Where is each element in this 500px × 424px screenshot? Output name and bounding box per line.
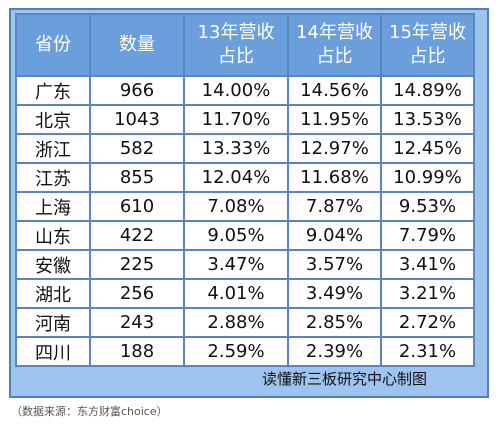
cell-2014-share: 2.39% bbox=[287, 336, 382, 367]
table-row: 江苏 855 12.04% 11.68% 10.99% bbox=[15, 162, 475, 193]
cell-2013-share: 2.88% bbox=[183, 307, 289, 338]
cell-2014-share: 12.97% bbox=[287, 133, 382, 164]
cell-province: 江苏 bbox=[15, 162, 91, 193]
cell-2013-share: 3.47% bbox=[183, 249, 289, 280]
cell-2013-share: 9.05% bbox=[183, 220, 289, 251]
table-frame: 省份 数量 13年营收 占比 14年营收 占比 15年营收 占比 广东 966 14.00… bbox=[9, 8, 489, 398]
cell-province: 山东 bbox=[15, 220, 91, 251]
cell-2015-share: 13.53% bbox=[380, 104, 475, 135]
header-row: 省份 数量 13年营收 占比 14年营收 占比 15年营收 占比 bbox=[15, 13, 475, 77]
header-count: 数量 bbox=[89, 13, 185, 77]
province-revenue-table: 省份 数量 13年营收 占比 14年营收 占比 15年营收 占比 广东 966 14.00… bbox=[15, 13, 475, 367]
table-row: 湖北 256 4.01% 3.49% 3.21% bbox=[15, 278, 475, 309]
cell-2015-share: 12.45% bbox=[380, 133, 475, 164]
cell-province: 河南 bbox=[15, 307, 91, 338]
table-row: 河南 243 2.88% 2.85% 2.72% bbox=[15, 307, 475, 338]
table-row: 上海 610 7.08% 7.87% 9.53% bbox=[15, 191, 475, 222]
cell-2015-share: 3.41% bbox=[380, 249, 475, 280]
header-2015-share: 15年营收 占比 bbox=[380, 13, 475, 77]
cell-2015-share: 3.21% bbox=[380, 278, 475, 309]
cell-2014-share: 2.85% bbox=[287, 307, 382, 338]
header-province: 省份 bbox=[15, 13, 91, 77]
cell-2015-share: 10.99% bbox=[380, 162, 475, 193]
table-row: 北京 1043 11.70% 11.95% 13.53% bbox=[15, 104, 475, 135]
cell-count: 243 bbox=[89, 307, 185, 338]
cell-2014-share: 14.56% bbox=[287, 75, 382, 106]
table-row: 安徽 225 3.47% 3.57% 3.41% bbox=[15, 249, 475, 280]
cell-2013-share: 4.01% bbox=[183, 278, 289, 309]
cell-count: 610 bbox=[89, 191, 185, 222]
cell-count: 188 bbox=[89, 336, 185, 367]
cell-2013-share: 12.04% bbox=[183, 162, 289, 193]
cell-2015-share: 14.89% bbox=[380, 75, 475, 106]
cell-province: 浙江 bbox=[15, 133, 91, 164]
cell-2013-share: 11.70% bbox=[183, 104, 289, 135]
cell-count: 966 bbox=[89, 75, 185, 106]
cell-2015-share: 2.31% bbox=[380, 336, 475, 367]
cell-count: 582 bbox=[89, 133, 185, 164]
chart-credit: 读懂新三板研究中心制图 bbox=[261, 370, 427, 388]
table-body: 广东 966 14.00% 14.56% 14.89% 北京 1043 11.70% 11.95… bbox=[15, 75, 475, 367]
cell-count: 855 bbox=[89, 162, 185, 193]
cell-count: 225 bbox=[89, 249, 185, 280]
cell-2015-share: 7.79% bbox=[380, 220, 475, 251]
table-row: 山东 422 9.05% 9.04% 7.79% bbox=[15, 220, 475, 251]
table-row: 浙江 582 13.33% 12.97% 12.45% bbox=[15, 133, 475, 164]
cell-2014-share: 3.49% bbox=[287, 278, 382, 309]
cell-2013-share: 13.33% bbox=[183, 133, 289, 164]
cell-province: 北京 bbox=[15, 104, 91, 135]
cell-count: 256 bbox=[89, 278, 185, 309]
cell-2014-share: 7.87% bbox=[287, 191, 382, 222]
cell-count: 1043 bbox=[89, 104, 185, 135]
table-row: 广东 966 14.00% 14.56% 14.89% bbox=[15, 75, 475, 106]
header-2014-share: 14年营收 占比 bbox=[287, 13, 382, 77]
cell-2013-share: 14.00% bbox=[183, 75, 289, 106]
cell-2015-share: 9.53% bbox=[380, 191, 475, 222]
cell-2014-share: 9.04% bbox=[287, 220, 382, 251]
cell-province: 湖北 bbox=[15, 278, 91, 309]
cell-2014-share: 3.57% bbox=[287, 249, 382, 280]
cell-2013-share: 2.59% bbox=[183, 336, 289, 367]
cell-province: 上海 bbox=[15, 191, 91, 222]
cell-province: 广东 bbox=[15, 75, 91, 106]
data-source-note: （数据来源：东方财富choice） bbox=[11, 405, 168, 418]
cell-2014-share: 11.68% bbox=[287, 162, 382, 193]
header-2013-share: 13年营收 占比 bbox=[183, 13, 289, 77]
cell-2013-share: 7.08% bbox=[183, 191, 289, 222]
cell-count: 422 bbox=[89, 220, 185, 251]
cell-2015-share: 2.72% bbox=[380, 307, 475, 338]
table-row: 四川 188 2.59% 2.39% 2.31% bbox=[15, 336, 475, 367]
cell-province: 四川 bbox=[15, 336, 91, 367]
cell-province: 安徽 bbox=[15, 249, 91, 280]
cell-2014-share: 11.95% bbox=[287, 104, 382, 135]
